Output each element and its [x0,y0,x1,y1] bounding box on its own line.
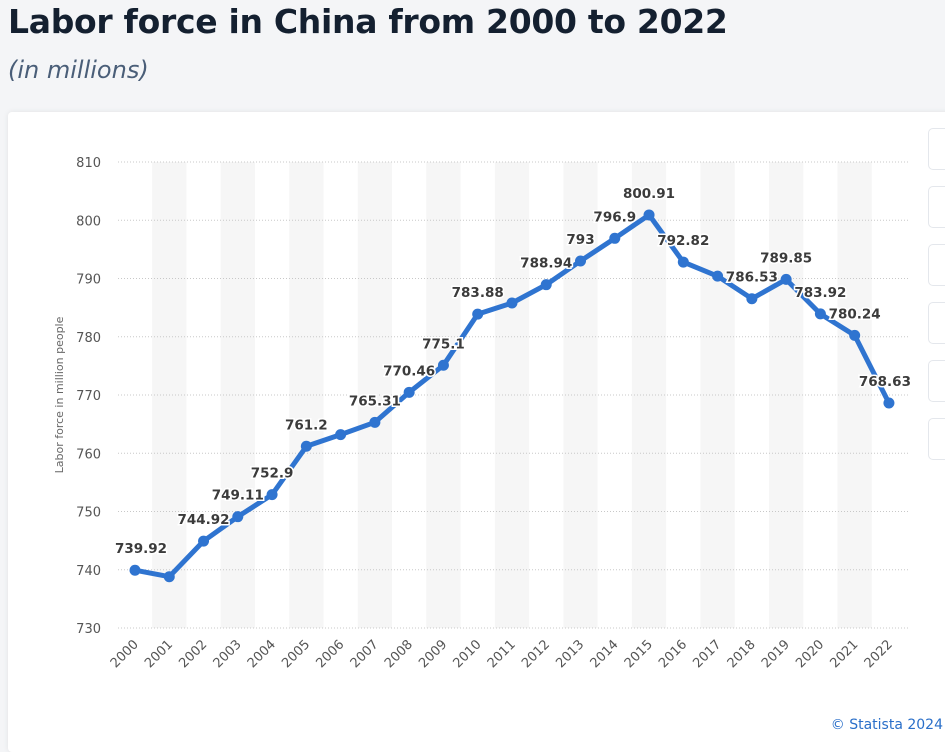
column-band-2017 [700,162,735,628]
x-tick-label-2018: 2018 [725,637,759,671]
x-tick-label-2020: 2020 [793,637,827,671]
y-tick-label-750: 750 [76,506,101,521]
chart-toolbar [928,128,945,476]
data-label-2004: 752.9 [251,466,294,482]
data-label-2013: 793 [566,232,594,248]
page-subtitle: (in millions) [8,56,149,84]
data-point-2016 [677,256,689,268]
y-tick-label-740: 740 [76,564,101,579]
data-point-2005 [300,440,312,452]
x-tick-label-2016: 2016 [656,637,690,671]
column-band-2005 [289,162,324,628]
data-point-2015 [643,209,655,221]
data-point-2011 [506,297,518,309]
data-label-2016: 792.82 [657,233,709,249]
x-tick-label-2009: 2009 [416,637,450,671]
column-band-2009 [426,162,461,628]
x-tick-label-2007: 2007 [348,637,382,671]
data-label-2005: 761.2 [285,417,328,433]
data-label-2000: 739.92 [115,541,167,557]
y-tick-label-800: 800 [76,214,101,229]
data-point-2021 [849,329,861,341]
data-label-2008: 770.46 [383,363,435,379]
x-tick-label-2005: 2005 [279,637,313,671]
data-label-2018: 786.53 [726,270,778,286]
x-tick-label-2003: 2003 [211,637,245,671]
data-label-2003: 749.11 [212,488,264,504]
data-point-2000 [129,564,141,576]
data-point-2004 [266,489,278,501]
data-point-2001 [163,571,175,583]
data-label-2012: 788.94 [520,256,572,272]
data-point-2003 [232,511,244,523]
data-point-2006 [335,429,347,441]
y-tick-label-770: 770 [76,389,101,404]
data-point-2017 [712,270,724,282]
y-tick-label-810: 810 [76,156,101,171]
data-point-2014 [609,232,621,244]
data-label-2002: 744.92 [177,512,229,528]
data-label-2015: 800.91 [623,186,675,202]
statista-credit[interactable]: © Statista 2024 [830,717,943,733]
data-point-2019 [780,273,792,285]
x-tick-label-2002: 2002 [176,637,210,671]
x-tick-label-2010: 2010 [451,637,485,671]
page-title: Labor force in China from 2000 to 2022 [8,2,728,41]
data-label-2020: 783.92 [794,285,846,301]
y-tick-label-790: 790 [76,273,101,288]
x-tick-label-2004: 2004 [245,637,279,671]
x-tick-label-2001: 2001 [142,637,176,671]
x-tick-label-2019: 2019 [759,637,793,671]
data-label-2007: 765.31 [349,393,401,409]
x-tick-label-2011: 2011 [485,637,519,671]
y-axis-ticks: 730 740 750 760 770 780 790 800 810 [76,156,101,637]
data-label-2010: 783.88 [452,285,504,301]
toolbar-button-3[interactable] [928,244,945,286]
data-point-2007 [369,416,381,428]
x-axis-ticks: 2000 2001 2002 2003 2004 2005 2006 2007 2008 2009… [108,637,896,671]
x-tick-label-2006: 2006 [313,637,347,671]
data-point-2018 [746,293,758,305]
data-point-2012 [540,279,552,291]
data-label-2019: 789.85 [760,250,812,266]
data-labels: 739.92 744.92 749.11 752.9 761.2 765.31 770.46… [113,184,912,558]
data-point-2010 [472,308,484,320]
data-point-2022 [883,397,895,409]
y-tick-label-760: 760 [76,447,101,462]
x-tick-label-2014: 2014 [588,637,622,671]
data-points [129,209,895,583]
column-band-2007 [357,162,393,628]
x-tick-label-2017: 2017 [690,637,724,671]
data-label-2022: 768.63 [859,374,911,390]
column-band-2019 [768,162,804,628]
x-tick-label-2012: 2012 [519,637,553,671]
data-point-2008 [403,386,415,398]
toolbar-button-1[interactable] [928,128,945,170]
toolbar-button-5[interactable] [928,360,945,402]
data-point-2013 [575,255,587,267]
x-tick-label-2008: 2008 [382,637,416,671]
y-tick-label-780: 780 [76,331,101,346]
toolbar-button-6[interactable] [928,418,945,460]
data-label-2009: 775.1 [422,336,465,352]
x-tick-label-2000: 2000 [108,637,142,671]
column-band-2003 [220,162,255,628]
data-point-2009 [437,359,449,371]
toolbar-button-4[interactable] [928,302,945,344]
y-axis-title: Labor force in million people [53,316,66,473]
data-label-2014: 796.9 [593,209,636,225]
data-point-2020 [814,308,826,320]
column-band-2021 [837,162,872,628]
y-tick-label-730: 730 [76,622,101,637]
toolbar-button-2[interactable] [928,186,945,228]
x-tick-label-2013: 2013 [553,637,587,671]
column-bands [152,162,872,628]
x-tick-label-2022: 2022 [862,637,896,671]
data-label-2021: 780.24 [829,306,881,322]
data-point-2002 [198,535,210,547]
x-tick-label-2015: 2015 [622,637,656,671]
x-tick-label-2021: 2021 [827,637,861,671]
